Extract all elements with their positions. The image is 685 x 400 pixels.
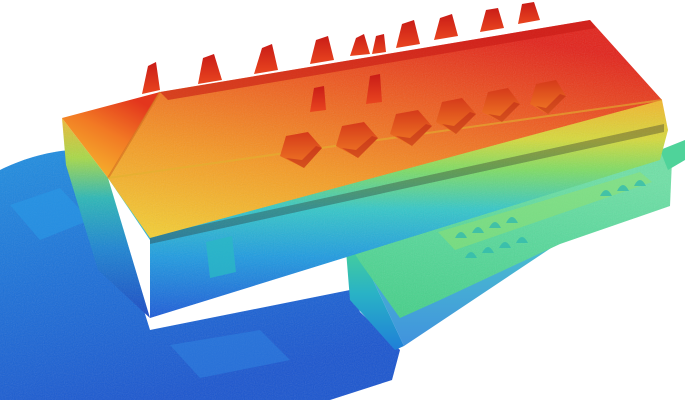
dormer-shadows	[286, 94, 566, 168]
annex-wing	[345, 140, 685, 350]
wall-entrance	[206, 236, 236, 278]
annex-roof-features	[455, 180, 646, 258]
chimneys	[142, 2, 540, 112]
main-building	[62, 20, 668, 318]
dormers	[280, 80, 566, 168]
